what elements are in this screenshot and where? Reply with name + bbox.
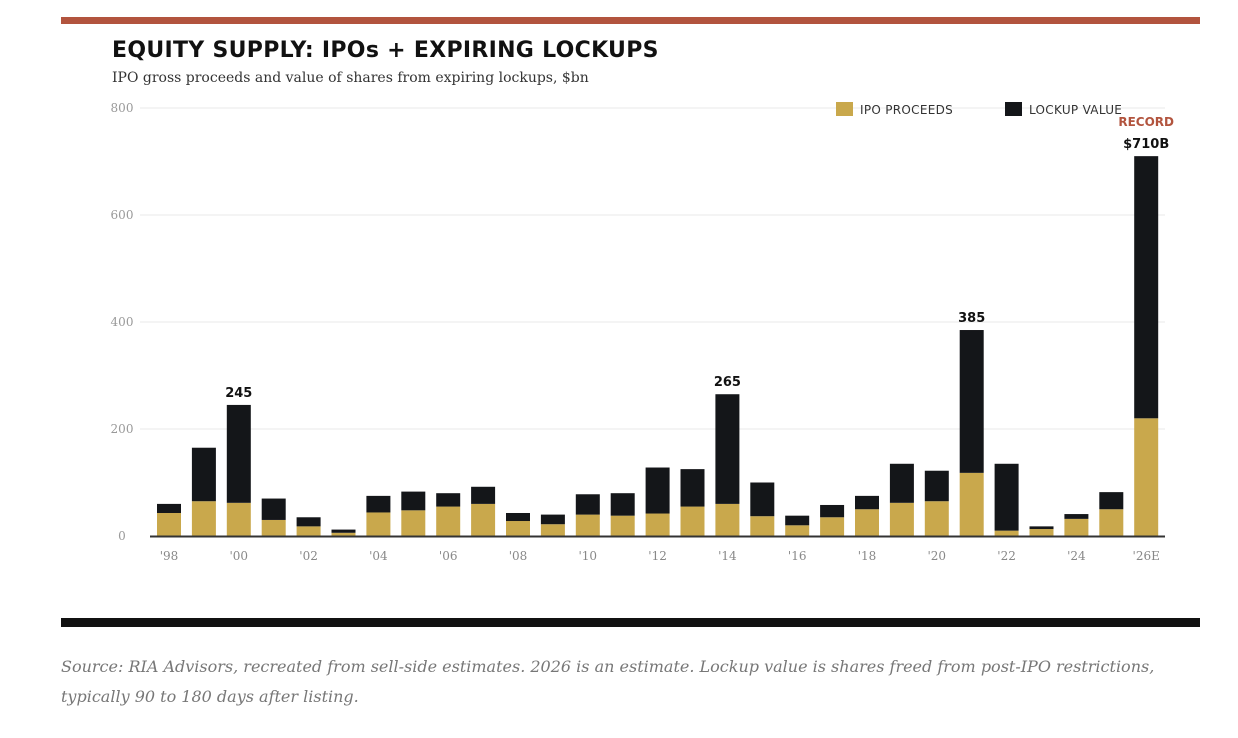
bar-lockup-value (436, 493, 461, 507)
bar-lockup-value (296, 517, 321, 527)
bar-ipo-proceeds (855, 509, 879, 536)
bar-lockup-value (785, 515, 810, 526)
bar-lockup-value (1134, 156, 1159, 419)
y-tick-label: 400 (111, 315, 134, 329)
x-tick-label: '98 (160, 549, 179, 563)
bar-ipo-proceeds (157, 512, 181, 536)
bar-lockup-value (1064, 514, 1089, 519)
bar-lockup-value (157, 503, 181, 513)
x-tick-label: '16 (788, 549, 807, 563)
bar-lockup-value (540, 514, 565, 525)
x-tick-label: '06 (439, 549, 458, 563)
annotation-value: 265 (714, 375, 741, 390)
x-tick-label: '14 (718, 549, 737, 563)
y-tick-label: 0 (118, 529, 126, 543)
x-tick-label: '22 (997, 549, 1016, 563)
bar-ipo-proceeds (924, 501, 949, 536)
chart-subtitle: IPO gross proceeds and value of shares f… (112, 70, 589, 86)
chart: 0 200 400 600 800 '98 '00 '02 '04 '06 '08 '10 '12 '14… (111, 101, 1175, 563)
bottom-rule (61, 618, 1200, 627)
bar-lockup-value (645, 467, 670, 514)
bar-ipo-proceeds (471, 503, 496, 536)
bar-lockup-value (820, 504, 845, 518)
legend-lockup-value-swatch (1005, 102, 1022, 116)
bar-ipo-proceeds (436, 506, 461, 536)
bar-ipo-proceeds (191, 501, 216, 536)
legend-ipo-proceeds-swatch (836, 102, 853, 116)
bar-lockup-value (855, 495, 879, 510)
source-note: Source: RIA Advisors, recreated from sel… (61, 657, 1155, 706)
bar-ipo-proceeds (366, 512, 391, 536)
bar-lockup-value (1029, 526, 1054, 530)
legend-ipo-proceeds-label: IPO PROCEEDS (860, 103, 953, 117)
bar-lockup-value (750, 482, 775, 517)
bar-lockup-value (575, 494, 600, 515)
annotation-value: 245 (225, 386, 252, 401)
bar-ipo-proceeds (994, 530, 1019, 536)
bar-ipo-proceeds (1029, 529, 1054, 536)
annotation-value: $710B (1123, 137, 1169, 152)
bar-lockup-value (959, 330, 984, 473)
bar-ipo-proceeds (889, 502, 914, 536)
bar-lockup-value (924, 470, 949, 502)
top-rule (61, 17, 1200, 24)
bar-ipo-proceeds (645, 513, 670, 536)
y-tick-label: 200 (111, 422, 134, 436)
bar-ipo-proceeds (750, 516, 775, 536)
bar-lockup-value (261, 498, 286, 520)
x-tick-label: '10 (579, 549, 598, 563)
bar-lockup-value (889, 463, 914, 503)
bar-ipo-proceeds (1134, 418, 1159, 536)
bar-ipo-proceeds (715, 503, 740, 536)
x-tick-label: '02 (299, 549, 318, 563)
bar-lockup-value (1099, 492, 1124, 510)
x-tick-label: '12 (648, 549, 667, 563)
bar-ipo-proceeds (1099, 509, 1124, 536)
bar-lockup-value (506, 512, 530, 522)
annotation-label: RECORD (1118, 115, 1174, 129)
bar-ipo-proceeds (226, 502, 251, 536)
bar-ipo-proceeds (540, 524, 565, 536)
bar-lockup-value (715, 394, 740, 504)
x-tick-label: '08 (509, 549, 528, 563)
bar-ipo-proceeds (680, 506, 705, 536)
y-tick-label: 800 (111, 101, 134, 115)
bar-ipo-proceeds (785, 525, 810, 536)
bar-ipo-proceeds (401, 510, 426, 536)
x-tick-label: '24 (1067, 549, 1086, 563)
chart-title: EQUITY SUPPLY: IPOs + EXPIRING LOCKUPS (112, 38, 659, 63)
bar-lockup-value (994, 463, 1019, 531)
bar-lockup-value (226, 404, 251, 503)
bar-ipo-proceeds (610, 515, 635, 536)
bar-ipo-proceeds (959, 472, 984, 536)
bar-lockup-value (610, 493, 635, 516)
bar-lockup-value (331, 529, 356, 533)
x-tick-label: '20 (928, 549, 947, 563)
bar-lockup-value (401, 491, 426, 511)
x-tick-label: '18 (858, 549, 877, 563)
bar-ipo-proceeds (296, 526, 321, 536)
bar-ipo-proceeds (820, 517, 845, 536)
bar-ipo-proceeds (1064, 518, 1089, 536)
bar-ipo-proceeds (261, 519, 286, 536)
bar-lockup-value (471, 486, 496, 504)
y-tick-label: 600 (111, 208, 134, 222)
bar-ipo-proceeds (575, 514, 600, 536)
bar-lockup-value (680, 469, 705, 507)
x-tick-label: '04 (369, 549, 388, 563)
legend-lockup-value-label: LOCKUP VALUE (1029, 103, 1122, 117)
annotation-value: 385 (958, 311, 985, 326)
bar-ipo-proceeds (506, 521, 530, 536)
x-tick-label: '00 (230, 549, 249, 563)
bar-lockup-value (191, 447, 216, 502)
bar-lockup-value (366, 495, 391, 513)
x-tick-label: '26E (1133, 549, 1160, 563)
bar-ipo-proceeds (331, 532, 356, 536)
